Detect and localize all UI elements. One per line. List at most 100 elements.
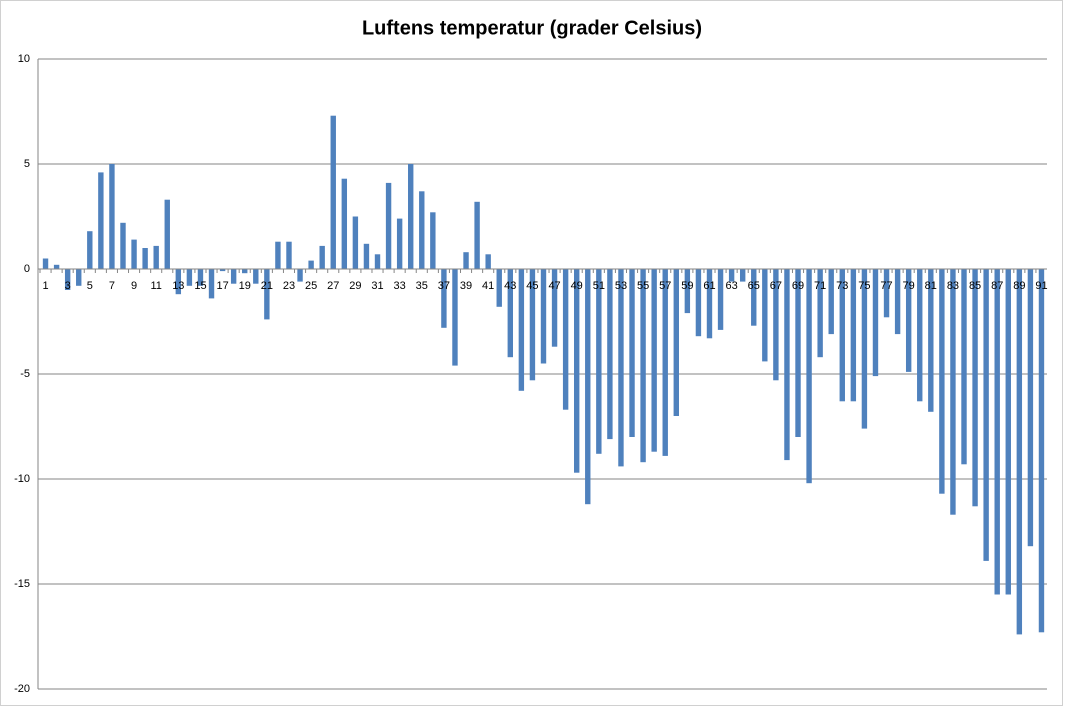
bar [98,172,104,269]
bar [795,269,801,437]
x-tick-label: 37 [438,280,450,292]
bar [53,264,60,269]
x-tick-label: 39 [460,280,472,292]
bar [651,269,657,452]
bar [607,269,613,440]
bar [972,269,978,507]
bar [76,269,82,286]
bar [1005,269,1011,595]
bar [518,269,525,391]
bar [562,269,569,410]
x-tick-label: 9 [131,280,137,292]
bar [529,269,536,381]
bar [164,199,170,269]
bar [828,269,834,335]
bar [894,269,901,335]
x-tick-label: 89 [1013,280,1025,292]
y-tick-label: 10 [18,53,30,65]
bar [485,254,491,269]
x-tick-label: 21 [261,280,273,292]
bar [452,269,458,366]
x-tick-label: 29 [349,280,361,292]
x-tick-label: 17 [216,280,228,292]
x-tick-label: 81 [925,280,937,292]
x-tick-label: 31 [371,280,383,292]
bar [950,269,956,515]
bar [551,269,558,347]
bar [264,269,270,320]
bar [109,164,115,269]
bar [573,269,580,473]
bar [695,269,702,337]
bar [773,269,779,381]
bar [839,269,845,402]
bar [872,269,879,377]
bar [441,269,447,328]
bar [219,269,226,272]
bar [153,245,159,269]
bar [739,269,746,282]
bar [961,269,967,465]
y-tick-label: -5 [20,368,30,380]
bar [596,269,602,454]
x-tick-label: 69 [792,280,804,292]
bar [64,269,71,290]
bar [175,269,182,295]
bar [706,269,713,339]
x-tick-label: 87 [991,280,1003,292]
bar [939,269,945,494]
bar [286,241,292,269]
bar [717,269,724,330]
x-tick-label: 59 [681,280,693,292]
x-tick-label: 43 [504,280,516,292]
bar [297,269,303,282]
bar [142,248,148,269]
bar [817,269,823,358]
bar [673,269,679,416]
y-tick-label: -20 [14,683,30,695]
x-tick-label: 13 [172,280,184,292]
x-tick-label: 7 [109,280,115,292]
x-tick-label: 33 [394,280,406,292]
bar [762,269,768,362]
bar [242,269,248,274]
bar [850,269,857,402]
x-tick-label: 11 [150,280,161,292]
bar [120,222,126,269]
x-tick-label: 35 [416,280,428,292]
bar [928,269,934,412]
bar [408,164,414,269]
x-tick-label: 85 [969,280,981,292]
bar [352,216,359,269]
bar [883,269,890,318]
bar [396,218,403,269]
x-tick-label: 57 [659,280,671,292]
x-tick-label: 73 [836,280,848,292]
bar [275,241,281,269]
bar [208,269,215,299]
x-tick-label: 63 [725,280,737,292]
bar [1038,269,1045,633]
bar [751,269,757,326]
bar [430,212,436,269]
x-tick-label: 47 [548,280,560,292]
y-tick-label: -15 [14,578,30,590]
y-tick-label: 5 [24,158,30,170]
bar [363,243,370,269]
bar [640,269,646,463]
bar [684,269,691,314]
x-tick-label: 51 [593,280,605,292]
bar [308,260,314,269]
bar [784,269,790,461]
x-tick-label: 71 [814,280,826,292]
bar [385,182,392,269]
x-tick-label: 23 [283,280,295,292]
x-tick-label: 53 [615,280,627,292]
bar [253,269,259,284]
bar [662,269,668,456]
bar [917,269,923,402]
bar [618,269,624,467]
x-tick-label: 77 [880,280,892,292]
